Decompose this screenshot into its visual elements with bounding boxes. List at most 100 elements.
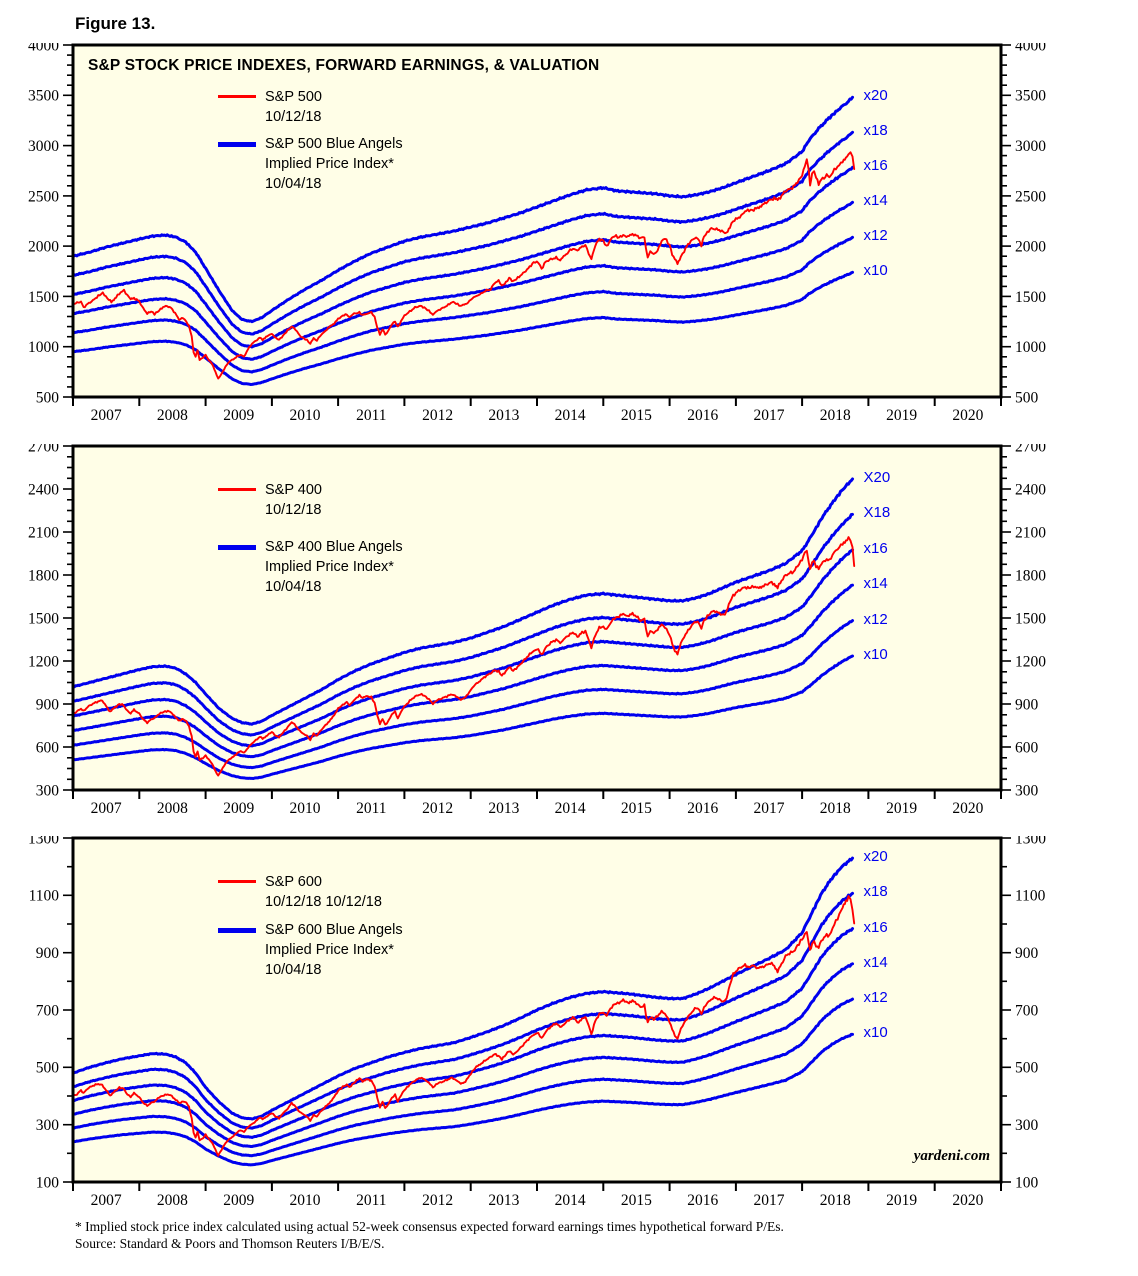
svg-text:1200: 1200 [28,653,59,670]
band-label-x14: x14 [863,953,888,971]
sp400-chart-canvas: 2700 2700 2400 2400 2100 2100 1800 1800 1500 1500… [28,444,1046,817]
svg-text:2019: 2019 [886,800,917,817]
svg-text:700: 700 [1015,1002,1039,1019]
legend-sp400-price: S&P 400 10/12/18 [218,480,322,520]
legend-sp600-bands: S&P 600 Blue Angels Implied Price Index*… [218,920,403,980]
legend-price-date: 10/12/18 10/12/18 [265,894,382,910]
svg-text:3500: 3500 [28,88,59,105]
svg-text:2000: 2000 [28,239,59,256]
svg-text:2020: 2020 [952,1192,983,1209]
svg-text:2013: 2013 [488,407,519,424]
svg-text:2014: 2014 [555,800,586,817]
svg-text:1200: 1200 [1015,653,1046,670]
band-label-x10: x10 [863,262,888,280]
svg-text:1500: 1500 [1015,289,1046,306]
svg-text:1300: 1300 [28,836,59,847]
price-line-swatch [218,488,256,491]
svg-text:2012: 2012 [422,407,453,424]
svg-text:2019: 2019 [886,407,917,424]
band-label-x10: x10 [863,1024,888,1042]
sp500-chart-canvas: 4000 4000 3500 3500 3000 3000 2500 2500 2000 2000… [28,43,1046,424]
svg-text:500: 500 [1015,389,1039,406]
svg-text:2100: 2100 [28,524,59,541]
svg-text:2015: 2015 [621,1192,652,1209]
band-label-x20: X20 [863,468,891,486]
svg-text:2018: 2018 [820,407,851,424]
legend-band-label2: Implied Price Index* [265,559,394,575]
svg-text:2016: 2016 [687,407,718,424]
svg-text:2009: 2009 [223,407,254,424]
legend-band-label: S&P 400 Blue Angels [265,539,403,555]
svg-text:4000: 4000 [28,43,59,54]
svg-text:2019: 2019 [886,1192,917,1209]
svg-text:2500: 2500 [28,188,59,205]
svg-text:2007: 2007 [91,800,122,817]
band-label-x12: x12 [863,610,888,628]
svg-text:300: 300 [36,1117,60,1134]
svg-text:1100: 1100 [1015,888,1046,905]
svg-text:100: 100 [1015,1174,1039,1191]
svg-text:2016: 2016 [687,1192,718,1209]
svg-text:700: 700 [36,1002,60,1019]
figure-label: Figure 13. [75,14,156,33]
legend-price-label: S&P 400 [265,482,322,498]
svg-text:2011: 2011 [356,407,386,424]
svg-text:2011: 2011 [356,800,386,817]
svg-text:2017: 2017 [754,1192,785,1209]
svg-text:3000: 3000 [28,138,59,155]
svg-text:300: 300 [36,782,60,799]
legend-sp500-bands: S&P 500 Blue Angels Implied Price Index*… [218,134,403,194]
band-label-x12: x12 [863,227,888,245]
svg-text:1300: 1300 [1015,836,1046,847]
svg-text:1500: 1500 [28,610,59,627]
footnote-line2: Source: Standard & Poors and Thomson Reu… [75,1236,385,1251]
watermark: yardeni.com [913,1148,990,1164]
svg-text:500: 500 [36,389,60,406]
legend-band-label2: Implied Price Index* [265,942,394,958]
footnote-line1: * Implied stock price index calculated u… [75,1219,784,1234]
band-label-x18: X18 [863,504,891,522]
band-label-x20: x20 [863,87,888,105]
legend-band-date: 10/04/18 [265,176,322,192]
svg-text:2014: 2014 [555,1192,586,1209]
svg-text:2015: 2015 [621,800,652,817]
svg-text:2009: 2009 [223,1192,254,1209]
svg-text:900: 900 [36,945,60,962]
svg-text:2012: 2012 [422,800,453,817]
band-label-x20: x20 [863,848,888,866]
svg-text:600: 600 [36,739,60,756]
svg-text:2017: 2017 [754,800,785,817]
svg-text:2013: 2013 [488,1192,519,1209]
svg-text:2000: 2000 [1015,239,1046,256]
legend-band-date: 10/04/18 [265,962,322,978]
svg-text:2007: 2007 [91,1192,122,1209]
svg-text:1800: 1800 [1015,567,1046,584]
svg-text:500: 500 [36,1060,60,1077]
legend-sp400-bands: S&P 400 Blue Angels Implied Price Index*… [218,537,403,597]
svg-text:2020: 2020 [952,407,983,424]
band-label-x10: x10 [863,645,888,663]
band-line-swatch [218,545,256,550]
price-line-swatch [218,880,256,883]
band-label-x14: x14 [863,192,888,210]
svg-text:300: 300 [1015,1117,1039,1134]
svg-text:2015: 2015 [621,407,652,424]
svg-text:2400: 2400 [28,481,59,498]
svg-text:4000: 4000 [1015,43,1046,54]
sp600-chart-canvas: 1300 1300 1100 1100 900 900 700 700 500 500 300 300… [28,836,1046,1209]
panel-sp600: 1300 1300 1100 1100 900 900 700 700 500 500 300 300… [0,836,1138,1218]
legend-band-label: S&P 600 Blue Angels [265,922,403,938]
legend-sp600-price: S&P 600 10/12/18 10/12/18 [218,872,382,912]
svg-text:1800: 1800 [28,567,59,584]
svg-text:100: 100 [36,1174,60,1191]
svg-text:2016: 2016 [687,800,718,817]
svg-text:300: 300 [1015,782,1039,799]
svg-text:3000: 3000 [1015,138,1046,155]
svg-text:600: 600 [1015,739,1039,756]
svg-text:900: 900 [36,696,60,713]
panel-sp400: 2700 2700 2400 2400 2100 2100 1800 1800 1500 1500… [0,444,1138,826]
svg-text:2700: 2700 [1015,444,1046,455]
svg-text:2500: 2500 [1015,188,1046,205]
band-line-swatch [218,142,256,147]
